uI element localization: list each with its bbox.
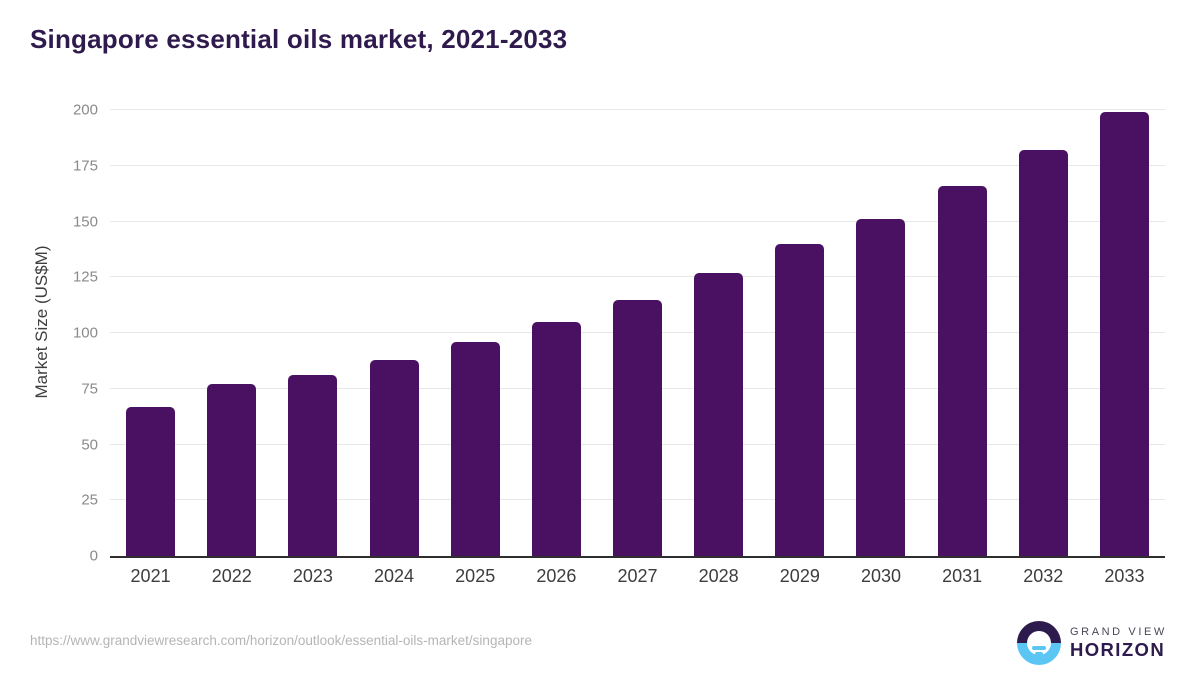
- bar-2021[interactable]: [126, 406, 176, 556]
- y-tick-label-175: 175: [72, 157, 98, 175]
- x-tick-label-2031: 2031: [942, 566, 983, 586]
- y-tick-label-75: 75: [81, 380, 98, 398]
- plot-area: 0 25 50 75 100 125 150 175 200: [73, 102, 1165, 565]
- x-tick-label-2024: 2024: [374, 566, 415, 586]
- bar-2029[interactable]: [775, 243, 825, 556]
- bar-slot-2024: [353, 110, 434, 556]
- x-tick-label-2032: 2032: [1023, 566, 1064, 586]
- x-tick-label-2023: 2023: [292, 566, 333, 586]
- x-tick-label-2027: 2027: [617, 566, 658, 586]
- bar-2028[interactable]: [694, 272, 744, 556]
- horizon-sun-icon: [1017, 621, 1061, 665]
- bar-slot-2030: [840, 110, 921, 556]
- x-tick-label-2021: 2021: [130, 566, 171, 586]
- bar-slot-2023: [272, 110, 353, 556]
- bar-2023[interactable]: [288, 375, 338, 556]
- y-tick-label-25: 25: [81, 491, 98, 509]
- bar-2024[interactable]: [369, 359, 419, 556]
- x-tick-label-2025: 2025: [455, 566, 496, 586]
- x-tick-label-2030: 2030: [860, 566, 901, 586]
- sun-reflection-line: [1032, 646, 1046, 650]
- logo-brand-name: GRAND VIEW: [1070, 626, 1167, 639]
- x-tick-label-2022: 2022: [211, 566, 252, 586]
- logo-product-name: HORIZON: [1070, 638, 1166, 660]
- gridline-125: [110, 276, 1165, 278]
- x-tick-label-2028: 2028: [698, 566, 739, 586]
- y-tick-label-100: 100: [72, 324, 98, 342]
- x-tick-label-2026: 2026: [536, 566, 577, 586]
- x-tick-label-2029: 2029: [779, 566, 820, 586]
- gridline-175: [110, 164, 1165, 166]
- sun-reflection-line: [1035, 652, 1043, 656]
- y-tick-label-200: 200: [72, 101, 98, 119]
- bar-slot-2027: [597, 110, 678, 556]
- bar-slot-2021: [110, 110, 191, 556]
- source-url: https://www.grandviewresearch.com/horizo…: [30, 633, 532, 648]
- bar-slot-2028: [678, 110, 759, 556]
- bar-slot-2022: [191, 110, 272, 556]
- y-axis-title: Market Size (US$M): [32, 245, 51, 399]
- y-tick-label-125: 125: [72, 268, 98, 286]
- grand-view-horizon-logo[interactable]: GRAND VIEW HORIZON: [1017, 621, 1167, 665]
- bar-slot-2026: [516, 110, 597, 556]
- bar-2030[interactable]: [856, 219, 906, 556]
- bar-2022[interactable]: [207, 384, 257, 556]
- bar-2025[interactable]: [450, 341, 500, 556]
- bar-slot-2032: [1003, 110, 1084, 556]
- bar-2027[interactable]: [613, 299, 663, 556]
- bar-2026[interactable]: [531, 321, 581, 556]
- x-axis-tick-labels: 2021 2022 2023 2024 2025 2026 2027 2028 2029 2030…: [110, 566, 1165, 587]
- bar-slot-2033: [1084, 110, 1165, 556]
- y-tick-label-50: 50: [81, 436, 98, 453]
- y-tick-label-150: 150: [72, 213, 98, 230]
- logo-text: GRAND VIEW HORIZON: [1070, 626, 1167, 660]
- sun-circle: [1027, 631, 1051, 655]
- bar-2032[interactable]: [1018, 150, 1068, 556]
- bar-2033[interactable]: [1099, 112, 1149, 556]
- bar-slot-2031: [922, 110, 1003, 556]
- gridline-200: [110, 109, 1165, 110]
- gridline-150: [110, 220, 1165, 222]
- bar-slot-2025: [435, 110, 516, 556]
- bar-slot-2029: [759, 110, 840, 556]
- bar-2031[interactable]: [937, 185, 987, 556]
- x-tick-label-2033: 2033: [1104, 566, 1145, 586]
- y-tick-label-0: 0: [89, 547, 98, 565]
- chart-title: Singapore essential oils market, 2021-20…: [30, 24, 568, 54]
- bars-row: [110, 110, 1165, 556]
